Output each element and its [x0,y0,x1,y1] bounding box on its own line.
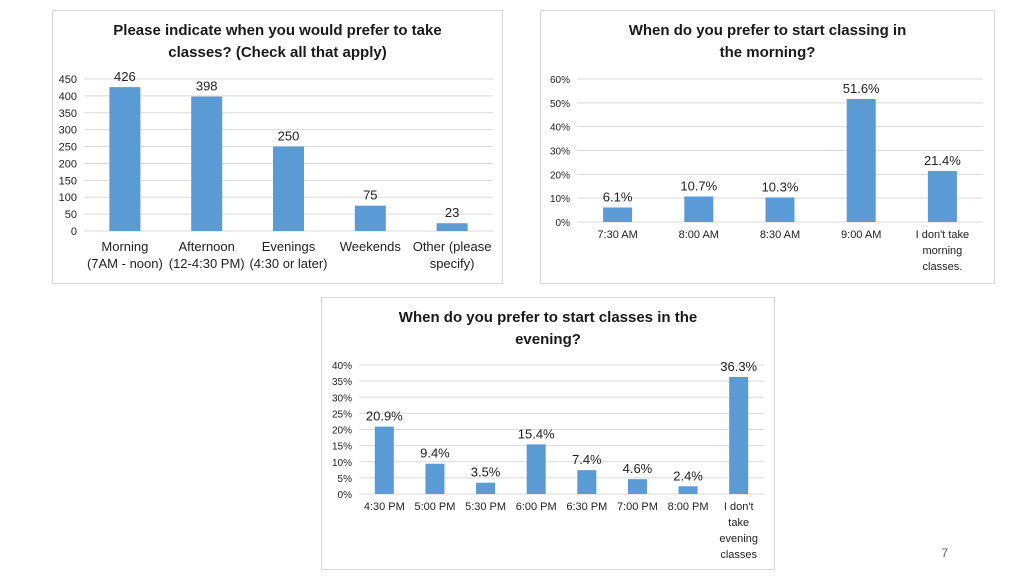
data-label: 7.4% [572,452,602,467]
bar [678,486,698,494]
category-label: I don't take evening classes [719,501,758,561]
y-tick-label: 0 [71,226,77,238]
y-tick-label: 10% [550,194,570,205]
data-label: 3.5% [471,465,501,480]
y-tick-label: 300 [59,125,77,137]
data-label: 23 [445,205,459,220]
y-tick-label: 20% [332,426,352,437]
data-label: 10.7% [680,178,717,193]
chart-panel-time-of-day: Please indicate when you would prefer to… [52,10,503,284]
bar-chart-evening-start: 0% 5% 10% 15% 20% 25% 30% 35% 40% 20.9% 4:30 PM 9.4… [332,359,764,561]
category-label: 5:00 PM [414,501,455,513]
data-label: 36.3% [720,359,757,374]
chart-title: Please indicate when you would prefer to… [113,22,442,61]
y-tick-label: 10% [332,458,352,469]
bar [627,479,647,494]
category-label: 8:30 AM [760,229,800,241]
bar [273,146,304,231]
category-label: 5:30 PM [465,501,506,513]
data-label: 2.4% [673,468,703,483]
y-tick-label: 200 [59,158,77,170]
bar [684,196,714,222]
category-label: Other (please specify) [413,239,492,271]
chart-panel-evening-start: When do you prefer to start classes in t… [321,297,775,570]
data-label: 9.4% [420,446,450,461]
bar [191,96,223,231]
bar [577,470,597,494]
category-label: Morning (7AM - noon) [87,239,163,271]
y-tick-label: 50% [550,99,570,110]
category-label: 6:30 PM [566,501,607,513]
category-label: 7:00 PM [617,501,658,513]
category-label: I don't take morning classes. [916,229,969,273]
category-label: 6:00 PM [516,501,557,513]
y-tick-label: 30% [550,147,570,158]
bar [526,444,546,494]
y-tick-label: 40% [550,123,570,134]
bar [603,207,633,222]
bar-chart-time-of-day: 0 50 100 150 200 250 300 350 400 450 426 Morning (7A… [59,69,493,271]
y-tick-label: 35% [332,377,352,388]
y-tick-label: 0% [556,218,571,229]
bar [109,87,141,232]
category-label: 9:00 AM [841,229,881,241]
category-label: Weekends [340,239,402,254]
y-tick-label: 400 [59,91,77,103]
chart-panel-morning-start: When do you prefer to start classing in … [540,10,995,284]
data-label: 250 [278,129,300,144]
bar [374,426,394,494]
data-label: 6.1% [603,189,633,204]
data-label: 75 [363,188,377,203]
bar [476,482,496,494]
category-label: 7:30 AM [597,229,637,241]
data-label: 10.3% [762,179,799,194]
y-tick-label: 0% [338,490,353,501]
y-tick-label: 60% [550,75,570,86]
y-tick-label: 5% [338,474,353,485]
y-tick-label: 100 [59,192,77,204]
y-tick-label: 15% [332,442,352,453]
y-tick-label: 20% [550,170,570,181]
y-tick-label: 250 [59,142,77,154]
bar [765,197,795,222]
chart-title: When do you prefer to start classing in … [628,22,907,61]
data-label: 51.6% [843,81,880,96]
category-label: Evenings (4:30 or later) [249,239,327,271]
y-tick-label: 25% [332,409,352,420]
y-tick-label: 30% [332,393,352,404]
bar [846,99,876,222]
bar [927,170,957,222]
y-tick-label: 450 [59,74,77,86]
bar [729,376,749,494]
data-label: 20.9% [366,409,403,424]
category-label: 8:00 AM [679,229,719,241]
bar [425,463,445,494]
category-label: 8:00 PM [668,501,709,513]
category-label: Afternoon (12-4:30 PM) [169,239,245,271]
bar [354,205,386,231]
data-label: 398 [196,79,218,94]
data-label: 15.4% [518,426,555,441]
page-number: 7 [941,546,948,560]
chart-title: When do you prefer to start classes in t… [398,309,698,348]
category-label: 4:30 PM [364,501,405,513]
data-label: 426 [114,69,136,84]
data-label: 4.6% [623,461,653,476]
y-tick-label: 350 [59,108,77,120]
y-tick-label: 150 [59,175,77,187]
bar [436,223,468,231]
data-label: 21.4% [924,153,961,168]
y-tick-label: 40% [332,361,352,372]
bar-chart-morning-start: 0% 10% 20% 30% 40% 50% 60% 6.1% 7:30 AM 10.7% 8:00… [550,75,983,273]
y-tick-label: 50 [65,209,77,221]
